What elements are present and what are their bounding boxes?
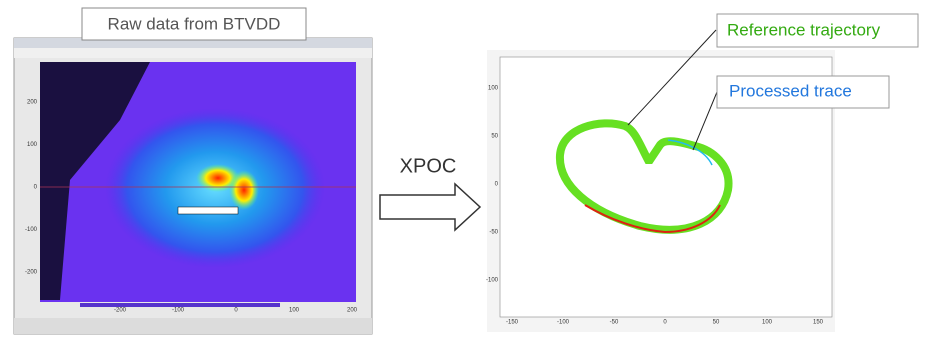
tick-label: 100 (289, 308, 300, 314)
tick-label: 200 (347, 308, 358, 314)
tick-label: 100 (488, 86, 499, 92)
tick-label: -100 (486, 278, 499, 284)
tick-label: 50 (713, 320, 720, 326)
tick-label: 200 (27, 100, 38, 106)
tick-label: 100 (762, 320, 773, 326)
tick-label: -50 (610, 320, 619, 326)
figure: Raw data from BTVDD XPOC 2001000-100-200… (0, 0, 935, 337)
tick-label: 150 (813, 320, 824, 326)
tick-label: -100 (172, 308, 185, 314)
tick-label: 50 (491, 134, 498, 140)
tick-label: -100 (557, 320, 570, 326)
tick-label: -50 (489, 230, 498, 236)
left-screenshot (14, 38, 372, 334)
tick-label: -200 (25, 270, 38, 276)
callout-label: Reference trajectory (727, 20, 881, 39)
tick-label: 100 (27, 142, 38, 148)
tick-label: -150 (506, 320, 519, 326)
arrow (380, 184, 480, 230)
panel-label: Raw data from BTVDD (108, 14, 281, 33)
page: {"left_panel": {"label": "Raw data from … (0, 0, 935, 337)
arrow-label: XPOC (400, 155, 457, 177)
tick-label: -200 (114, 308, 127, 314)
tick-label: -100 (25, 227, 38, 233)
callout-label: Processed trace (729, 81, 852, 100)
